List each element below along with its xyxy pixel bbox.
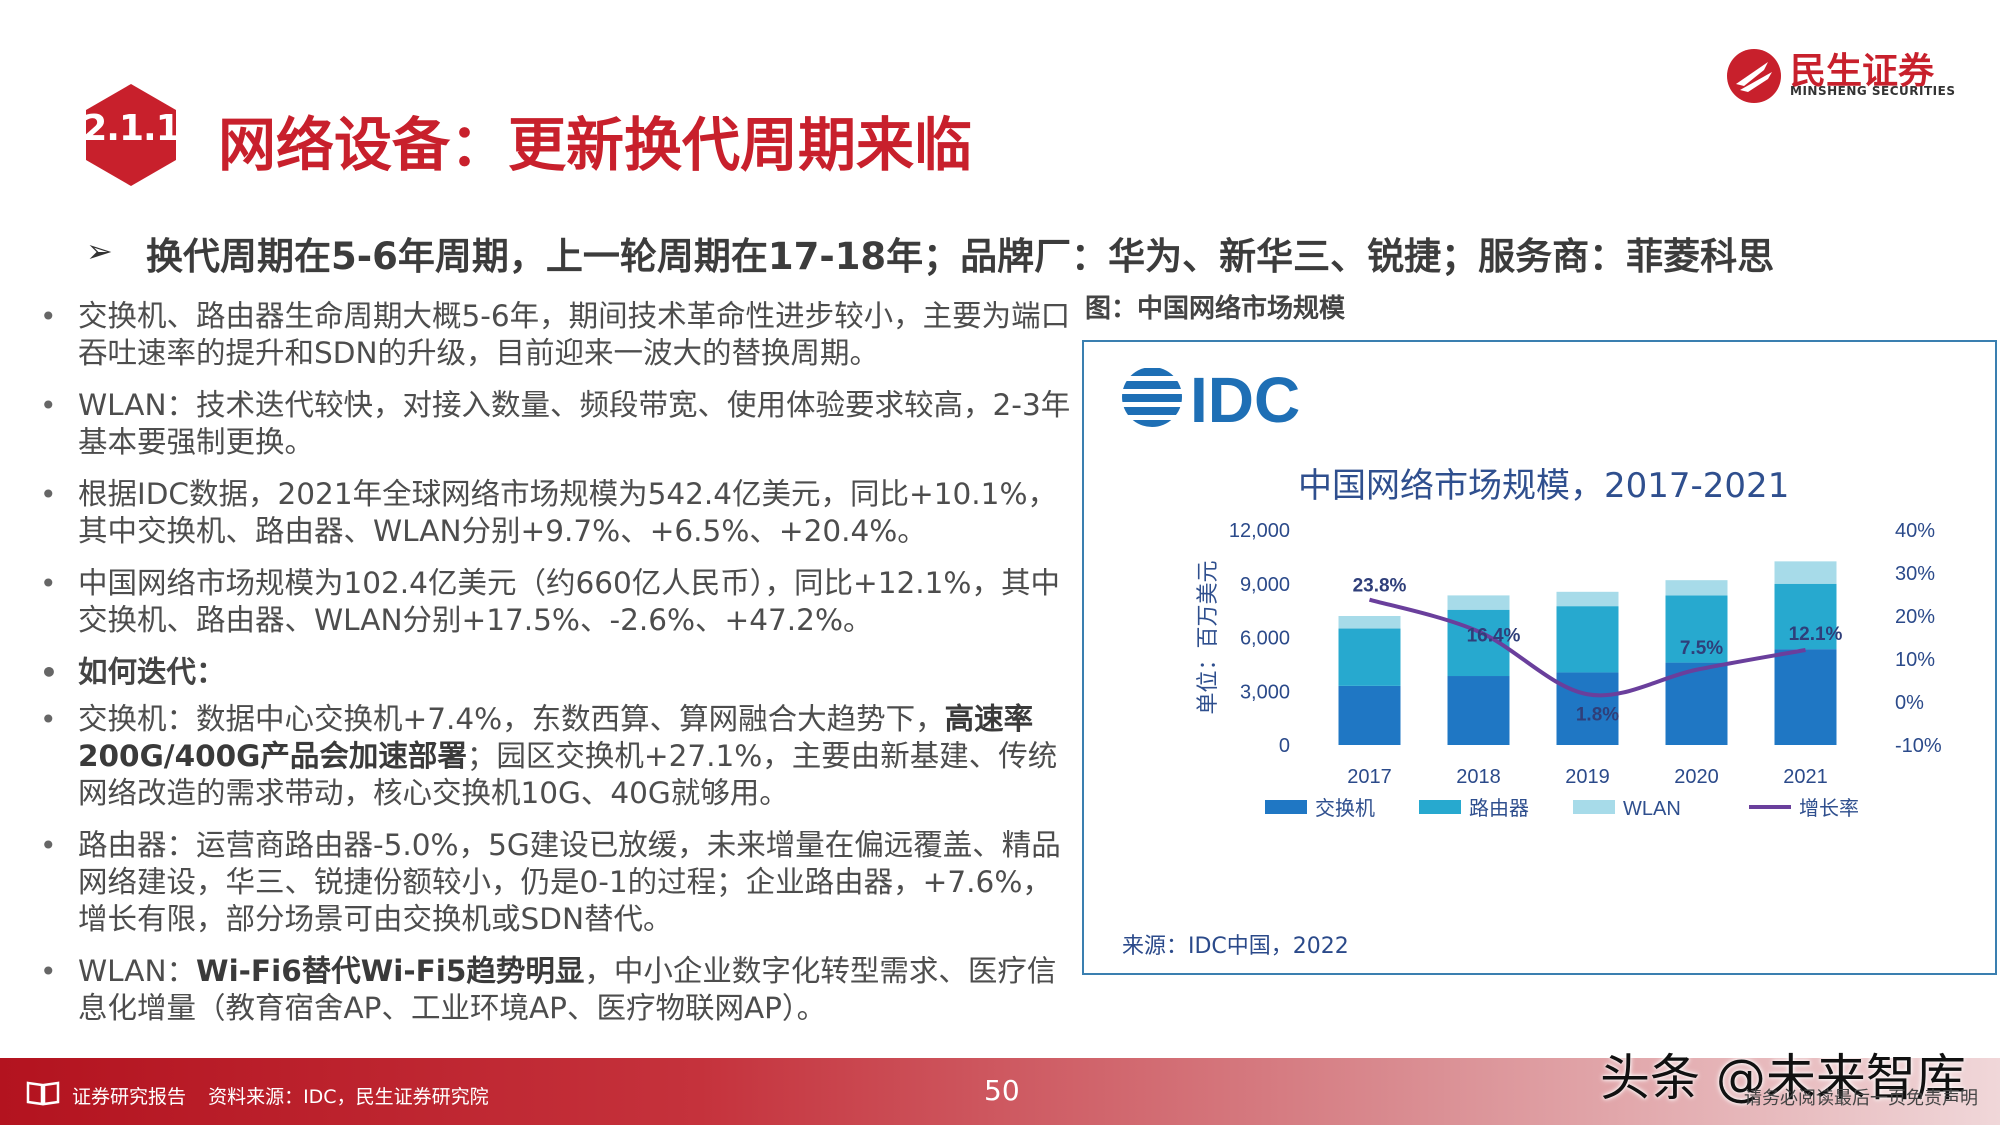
y-tick-label: 0	[1279, 735, 1290, 757]
book-icon	[26, 1081, 60, 1106]
bullet-item: 根据IDC数据，2021年全球网络市场规模为542.4亿美元，同比+10.1%，…	[38, 476, 1078, 550]
y2-tick-label: 40%	[1895, 520, 1935, 542]
subheading: 换代周期在5-6年周期，上一轮周期在17-18年；品牌厂：华为、新华三、锐捷；服…	[146, 235, 1775, 278]
chart-source: 来源：IDC中国，2022	[1122, 934, 1349, 959]
data-label: 23.8%	[1353, 576, 1407, 597]
bar-WLAN	[1774, 561, 1837, 584]
minsheng-logo-icon	[1727, 49, 1781, 103]
bullet-item: 路由器：运营商路由器-5.0%，5G建设已放缓，未来增量在偏远覆盖、精品网络建设…	[38, 827, 1078, 938]
growth-rate-line	[1368, 597, 1806, 698]
legend-label: 交换机	[1315, 797, 1375, 820]
bullet-text: ，中小企业数字化转型需求、医疗信息化增量（教育宿舍AP、工业环境AP、医疗物联网…	[78, 954, 1057, 1025]
bar-line-chart: 0 3,000 6,000 9,000 12,000 -10% 0% 10% 20% 30% 40%…	[1195, 520, 1942, 820]
idc-logo-icon: IDC	[1122, 364, 1300, 432]
x-tick-label: 2021	[1783, 766, 1828, 788]
bullet-list: 交换机、路由器生命周期大概5-6年，期间技术革命性进步较小，主要为端口吞吐速率的…	[38, 298, 1078, 1042]
bullet-item: 交换机、路由器生命周期大概5-6年，期间技术革命性进步较小，主要为端口吞吐速率的…	[38, 298, 1078, 372]
bullet-item: 中国网络市场规模为102.4亿美元（约660亿人民币），同比+12.1%，其中交…	[38, 565, 1078, 639]
data-label: 16.4%	[1467, 625, 1521, 646]
bullet-text: 交换机：数据中心交换机+7.4%，东数西算、算网融合大趋势下，	[78, 702, 945, 736]
footer-source-label: 资料来源：IDC，民生证券研究院	[208, 1086, 489, 1108]
bullet-text: 根据IDC数据，2021年全球网络市场规模为542.4亿美元，同比+10.1%，…	[78, 477, 1057, 548]
y2-tick-label: 20%	[1895, 606, 1935, 628]
bar-交换机	[1556, 672, 1619, 745]
arrow-icon: ➢	[86, 232, 113, 270]
data-label: 12.1%	[1789, 624, 1843, 645]
logo-subtext: MINSHENG SECURITIES	[1790, 84, 1956, 98]
x-tick-label: 2019	[1565, 766, 1610, 788]
section-badge	[86, 84, 176, 186]
legend-swatch-路由器	[1419, 800, 1461, 814]
bullet-text: 中国网络市场规模为102.4亿美元（约660亿人民币），同比+12.1%，其中交…	[78, 566, 1060, 637]
y-tick-label: 12,000	[1229, 520, 1290, 542]
bullet-item: WLAN：Wi-Fi6替代Wi-Fi5趋势明显，中小企业数字化转型需求、医疗信息…	[38, 953, 1078, 1027]
bullet-emphasis: Wi-Fi6替代Wi-Fi5趋势明显	[196, 954, 585, 988]
bar-交换机	[1774, 649, 1837, 745]
legend-label: WLAN	[1623, 798, 1681, 820]
bar-路由器	[1665, 595, 1728, 663]
y2-tick-label: -10%	[1895, 735, 1942, 757]
bullet-text: WLAN：技术迭代较快，对接入数量、频段带宽、使用体验要求较高，2-3年基本要强…	[78, 388, 1071, 459]
bar-路由器	[1774, 583, 1837, 650]
footer-report-label: 证券研究报告	[72, 1086, 187, 1108]
legend-swatch-交换机	[1265, 800, 1307, 814]
y-tick-label: 9,000	[1240, 574, 1290, 596]
section-number: 2.1.1	[82, 108, 181, 149]
legend-swatch-WLAN	[1573, 800, 1615, 814]
bar-交换机	[1338, 685, 1401, 745]
data-label: 7.5%	[1680, 638, 1723, 659]
bar-WLAN	[1338, 616, 1401, 629]
bar-交换机	[1447, 676, 1510, 745]
bullet-emphasis: 高速率200G/400G产品会加速部署	[78, 702, 1034, 773]
bullet-text: 交换机、路由器生命周期大概5-6年，期间技术革命性进步较小，主要为端口吞吐速率的…	[78, 299, 1071, 370]
legend-label: 路由器	[1469, 797, 1529, 820]
logo-text: 民生证券	[1790, 51, 1935, 92]
figure-frame	[1082, 340, 1997, 975]
bullet-text: WLAN：	[78, 954, 197, 988]
x-tick-label: 2020	[1674, 766, 1719, 788]
x-tick-label: 2017	[1347, 766, 1392, 788]
bullet-text: ；园区交换机+27.1%，主要由新基建、传统网络改造的需求带动，核心交换机10G…	[78, 739, 1058, 810]
y-tick-label: 3,000	[1240, 681, 1290, 703]
bar-WLAN	[1556, 591, 1619, 607]
idc-logo-text: IDC	[1190, 364, 1300, 432]
y-axis-label: 单位：百万美元	[1195, 560, 1220, 714]
bar-路由器	[1556, 606, 1619, 673]
bullet-item: 交换机：数据中心交换机+7.4%，东数西算、算网融合大趋势下，高速率200G/4…	[38, 701, 1078, 812]
bar-路由器	[1338, 628, 1401, 686]
disclaimer: 请务必阅读最后一页免责声明	[1744, 1088, 1978, 1109]
y2-tick-label: 10%	[1895, 649, 1935, 671]
y2-tick-label: 0%	[1895, 692, 1924, 714]
y2-tick-label: 30%	[1895, 563, 1935, 585]
footer-labels: 证券研究报告 资料来源：IDC，民生证券研究院	[72, 1082, 505, 1109]
legend-label: 增长率	[1799, 797, 1859, 820]
x-tick-label: 2018	[1456, 766, 1501, 788]
bullet-heading: 如何迭代：	[38, 654, 1078, 691]
page-number: 50	[984, 1074, 1020, 1107]
bullet-text: 路由器：运营商路由器-5.0%，5G建设已放缓，未来增量在偏远覆盖、精品网络建设…	[78, 828, 1061, 936]
footer-bar	[0, 1058, 2000, 1125]
watermark: 头条 @未来智库	[1600, 1049, 1966, 1107]
bullet-item: WLAN：技术迭代较快，对接入数量、频段带宽、使用体验要求较高，2-3年基本要强…	[38, 387, 1078, 461]
data-label: 1.8%	[1576, 704, 1619, 725]
page-title: 网络设备：更新换代周期来临	[218, 111, 973, 179]
y-tick-label: 6,000	[1240, 628, 1290, 650]
figure-caption: 图：中国网络市场规模	[1085, 294, 1346, 324]
bullet-text: 如何迭代：	[78, 655, 226, 689]
bar-WLAN	[1665, 580, 1728, 596]
bar-WLAN	[1447, 595, 1510, 610]
chart-title: 中国网络市场规模，2017-2021	[1298, 466, 1790, 506]
